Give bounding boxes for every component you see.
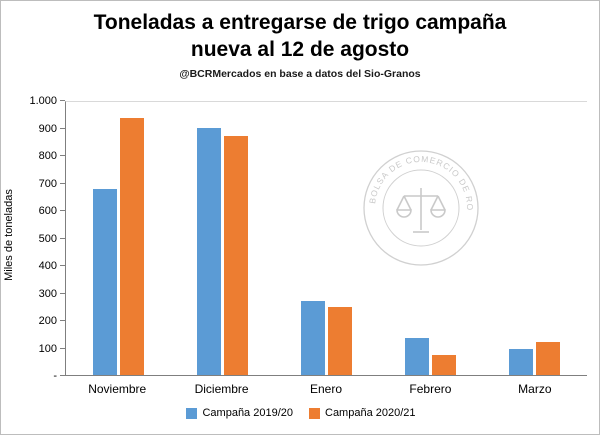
bar-series-2 (327, 306, 352, 375)
y-tick-mark (60, 237, 65, 239)
x-axis-label: Febrero (409, 382, 452, 396)
y-tick-label: 200 (38, 315, 57, 327)
bar-series-2 (119, 118, 144, 375)
y-tick-label: - (53, 370, 57, 382)
chart-title: Toneladas a entregarse de trigo campaña … (1, 10, 599, 64)
bar-series-2 (432, 354, 457, 375)
bar-series-1 (405, 338, 430, 375)
y-tick-mark (60, 127, 65, 129)
legend-item: Campaña 2019/20 (186, 407, 293, 419)
legend-label: Campaña 2020/21 (325, 407, 416, 419)
y-axis-tick-labels: - 100 200 300 400 500 600 700 800 900 1.000 (1, 95, 57, 382)
bar-series-1 (196, 127, 221, 375)
legend-label: Campaña 2019/20 (202, 407, 293, 419)
bar-group (196, 102, 248, 375)
y-tick-mark (60, 347, 65, 349)
y-tick-label: 1.000 (29, 95, 57, 107)
x-axis-label: Enero (310, 382, 343, 396)
y-tick-mark (60, 100, 65, 101)
plot-area (65, 101, 587, 376)
y-tick-label: 500 (38, 232, 57, 245)
bar-group (92, 102, 144, 375)
y-tick-mark (60, 292, 65, 294)
x-axis-label: Diciembre (194, 382, 249, 396)
y-tick-mark (60, 375, 65, 376)
bar-series-2 (536, 342, 561, 375)
legend-item: Campaña 2020/21 (309, 407, 416, 419)
y-tick-label: 900 (38, 122, 57, 135)
y-tick-mark (60, 182, 65, 184)
y-tick-label: 800 (38, 150, 57, 162)
chart-subtitle: @BCRMercados en base a datos del Sio-Gra… (179, 67, 421, 80)
y-tick-label: 600 (38, 205, 57, 217)
y-tick-mark (60, 265, 65, 266)
bar-series-1 (300, 301, 325, 375)
bcr-logo-watermark: BOLSA DE COMERCIO DE ROSARIO (357, 140, 481, 268)
y-tick-label: 100 (38, 342, 57, 355)
chart-title-line1: Toneladas a entregarse de trigo campaña (93, 11, 507, 34)
scales-of-justice-icon (396, 188, 446, 233)
bar-group (405, 102, 457, 375)
y-tick-mark (60, 320, 65, 321)
legend: Campaña 2019/20 Campaña 2020/21 (1, 407, 599, 419)
bar-group (509, 102, 561, 375)
y-tick-mark (60, 210, 65, 211)
legend-swatch-series-2 (309, 407, 320, 419)
x-axis-labels: Noviembre Diciembre Enero Febrero Marzo (65, 382, 587, 396)
y-tick-label: 700 (38, 177, 57, 190)
y-axis-tick-marks (60, 100, 65, 376)
y-tick-label: 400 (38, 260, 57, 272)
bar-series-1 (92, 189, 117, 375)
x-axis-label: Marzo (518, 382, 552, 396)
y-tick-label: 300 (38, 287, 57, 300)
bar-series-1 (509, 349, 534, 375)
legend-swatch-series-1 (186, 407, 198, 419)
x-axis-label: Noviembre (88, 382, 147, 396)
chart-title-line2: nueva al 12 de agosto (190, 37, 410, 61)
bar-series-2 (223, 136, 248, 375)
bar-group (300, 102, 352, 375)
y-tick-mark (60, 155, 65, 156)
